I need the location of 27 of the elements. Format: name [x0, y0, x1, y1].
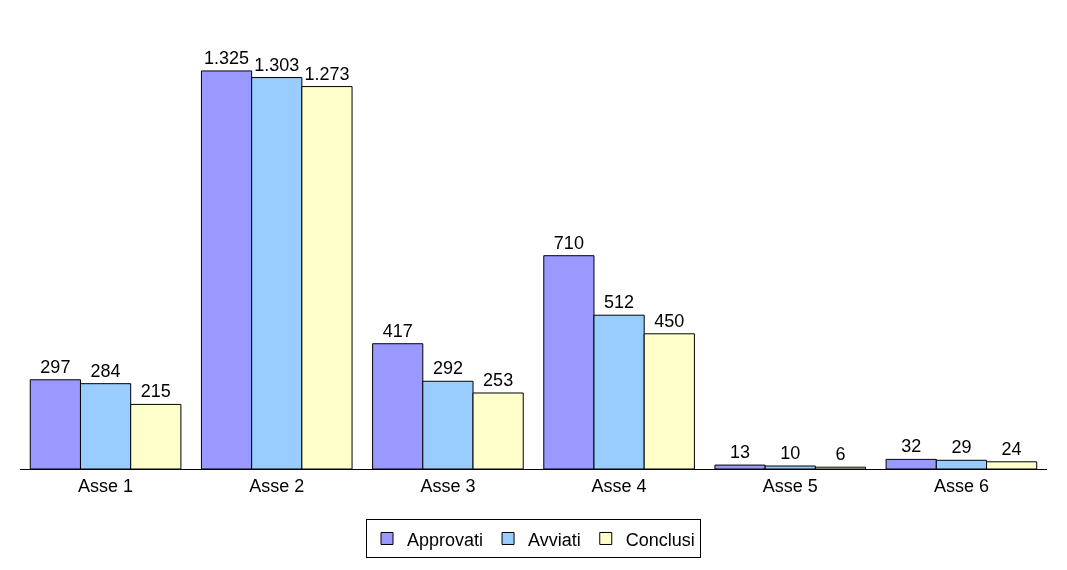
data-label: 292 [432, 358, 463, 379]
legend-label: Approvati [407, 529, 484, 550]
data-label: 29 [951, 437, 972, 458]
data-label: 1.325 [204, 47, 250, 68]
x-tick-label: Asse 1 [78, 475, 134, 496]
x-tick-label: Asse 6 [933, 475, 989, 496]
data-label: 10 [780, 443, 801, 463]
data-label: 710 [553, 232, 584, 253]
data-label: 417 [382, 320, 413, 341]
data-label: 13 [730, 442, 751, 463]
data-label: 450 [654, 310, 685, 331]
data-label: 297 [40, 356, 71, 377]
data-label: 32 [901, 436, 922, 457]
x-tick-label: Asse 5 [762, 475, 818, 496]
data-label: 253 [483, 369, 514, 390]
data-label: 1.273 [304, 63, 350, 84]
legend-label: Conclusi [625, 529, 695, 550]
data-label: 6 [835, 444, 846, 465]
x-tick-label: Asse 3 [420, 475, 476, 496]
legend-label: Avviati [528, 529, 581, 550]
data-label: 1.303 [254, 54, 300, 75]
x-tick-label: Asse 4 [591, 475, 647, 496]
data-label: 215 [140, 381, 171, 402]
data-label: 284 [90, 360, 121, 381]
data-label: 24 [1001, 438, 1022, 459]
x-tick-label: Asse 2 [249, 475, 305, 496]
data-label: 512 [604, 292, 635, 313]
